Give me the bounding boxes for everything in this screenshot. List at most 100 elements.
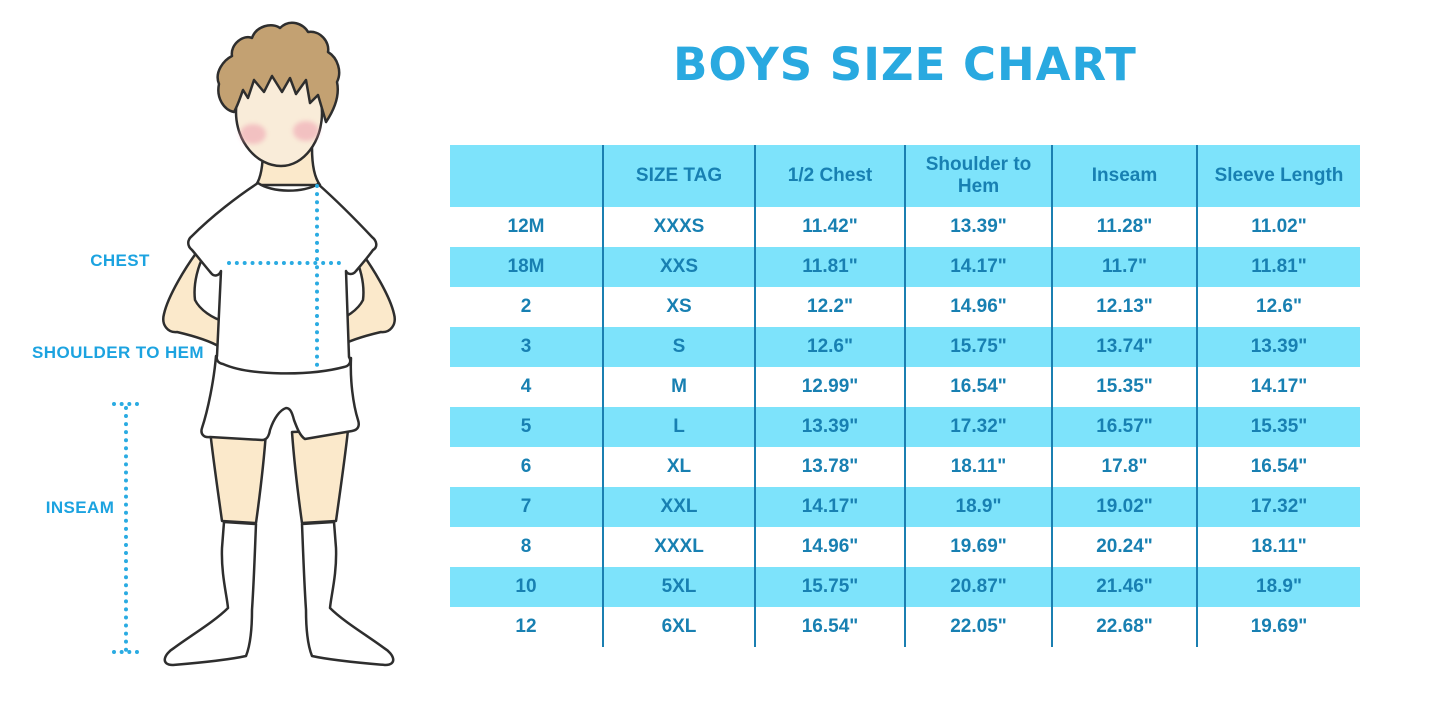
table-cell: 14.96" [904,287,1052,327]
table-cell: 11.81" [754,247,905,287]
table-cell: L [602,407,755,447]
measurement-label-shoulder-to-hem: SHOULDER TO HEM [32,343,204,362]
table-cell: 20.87" [904,567,1052,607]
measurement-label-inseam: INSEAM [45,498,115,517]
table-cell: 17.32" [1196,487,1360,527]
table-cell: 16.57" [1051,407,1197,447]
boy-left-arm [162,246,227,349]
table-cell: 12.99" [754,367,905,407]
table-cell: 14.96" [754,527,905,567]
table-cell: 14.17" [754,487,905,527]
table-cell: 13.39" [904,207,1052,247]
table-cell: 15.75" [754,567,905,607]
table-cell: 11.02" [1196,207,1360,247]
table-cell: XXXL [602,527,755,567]
table-cell: 15.35" [1196,407,1360,447]
table-cell: 16.54" [904,367,1052,407]
table-cell: 12.6" [754,327,905,367]
table-cell: 14.17" [904,247,1052,287]
table-cell: 13.78" [754,447,905,487]
table-cell: 17.32" [904,407,1052,447]
table-cell: 18.11" [904,447,1052,487]
table-cell: XXXS [602,207,755,247]
boy-left-sock [163,520,258,667]
table-cell: 13.74" [1051,327,1197,367]
table-cell: 18M [507,256,545,278]
table-cell: 3 [520,336,532,358]
column-header: Sleeve Length [1196,145,1360,207]
page-title: BOYS SIZE CHART [673,38,1137,91]
table-row: 4 M 12.99" 16.54" 15.35" 14.17" [450,367,1360,407]
table-cell: S [602,327,755,367]
size-chart-table: SIZE TAG 1/2 Chest Shoulder to Hem Inseam Sl… [450,145,1360,647]
chest-measure-line [227,261,341,265]
table-row: 8 XXXL 14.96" 19.69" 20.24" 18.11" [450,527,1360,567]
column-header: SIZE TAG [602,145,755,207]
measurement-label-chest: CHEST [90,251,150,270]
table-cell: 8 [520,536,532,558]
column-header: Shoulder to Hem [904,145,1052,207]
inseam-line-top-cap [112,402,139,406]
table-cell: XXS [602,247,755,287]
boy-hair [216,21,341,124]
table-cell: 11.81" [1196,247,1360,287]
boy-right-leg [290,428,350,525]
table-cell: 22.68" [1051,607,1197,647]
inseam-measure-line [124,406,128,652]
table-cell: 16.54" [1196,447,1360,487]
table-cell: 13.39" [1196,327,1360,367]
table-row: 5 L 13.39" 17.32" 16.57" 15.35" [450,407,1360,447]
table-cell: 21.46" [1051,567,1197,607]
table-cell: 12.6" [1196,287,1360,327]
size-table-body: 12M XXXS 11.42" 13.39" 11.28" 11.02" 18M XXS 11.… [450,207,1360,647]
table-cell: 22.05" [904,607,1052,647]
table-cell: 18.11" [1196,527,1360,567]
table-row: 12 6XL 16.54" 22.05" 22.68" 19.69" [450,607,1360,647]
size-table-header-row: SIZE TAG 1/2 Chest Shoulder to Hem Inseam Sl… [450,145,1360,207]
table-cell: 12.2" [754,287,905,327]
inseam-line-bottom-cap [112,650,139,654]
table-cell: 15.35" [1051,367,1197,407]
table-cell: XXL [602,487,755,527]
table-cell: 19.69" [904,527,1052,567]
boy-cheeks [240,121,319,144]
table-cell: XL [602,447,755,487]
boy-left-leg [208,428,268,525]
table-cell: 16.54" [754,607,905,647]
table-row: 18M XXS 11.81" 14.17" 11.7" 11.81" [450,247,1360,287]
shoulder-to-hem-measure-line [315,184,319,367]
table-cell: 7 [520,496,532,518]
table-cell: 6 [520,456,532,478]
table-row: 2 XS 12.2" 14.96" 12.13" 12.6" [450,287,1360,327]
boy-tshirt [187,181,378,375]
table-cell: 19.02" [1051,487,1197,527]
table-cell: 15.75" [904,327,1052,367]
table-cell: 11.7" [1051,247,1197,287]
table-cell: 10 [515,576,537,598]
table-row: 6 XL 13.78" 18.11" 17.8" 16.54" [450,447,1360,487]
boy-figure-illustration [162,21,396,667]
table-cell: 5 [520,416,532,438]
table-cell: 11.28" [1051,207,1197,247]
column-header: Inseam [1051,145,1197,207]
table-row: 7 XXL 14.17" 18.9" 19.02" 17.32" [450,487,1360,527]
column-header: 1/2 Chest [754,145,905,207]
table-cell: 11.42" [754,207,905,247]
table-cell: 12.13" [1051,287,1197,327]
column-header [450,145,603,207]
table-row: 3 S 12.6" 15.75" 13.74" 13.39" [450,327,1360,367]
table-cell: 2 [520,296,532,318]
table-cell: 13.39" [754,407,905,447]
table-cell: 20.24" [1051,527,1197,567]
table-row: 10 5XL 15.75" 20.87" 21.46" 18.9" [450,567,1360,607]
table-cell: 12 [515,616,537,638]
table-cell: XS [602,287,755,327]
table-cell: 19.69" [1196,607,1360,647]
boy-shorts [200,354,360,442]
boy-right-sock [300,520,395,667]
table-cell: 6XL [602,607,755,647]
table-cell: 18.9" [904,487,1052,527]
table-row: 12M XXXS 11.42" 13.39" 11.28" 11.02" [450,207,1360,247]
table-cell: 17.8" [1051,447,1197,487]
